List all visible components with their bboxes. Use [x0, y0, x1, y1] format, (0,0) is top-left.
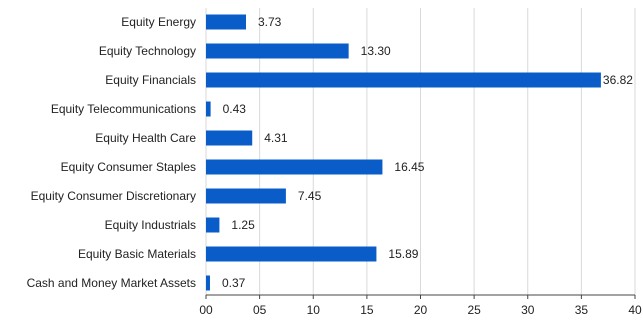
x-tick-label: 40 — [628, 303, 642, 317]
bar — [206, 275, 210, 291]
value-label: 16.45 — [394, 160, 424, 174]
x-tick-label: 05 — [253, 303, 267, 317]
category-label: Equity Energy — [121, 15, 196, 29]
value-label: 3.73 — [258, 15, 282, 29]
value-label: 1.25 — [231, 218, 255, 232]
value-label: 36.82 — [603, 73, 633, 87]
value-label: 15.89 — [388, 247, 418, 261]
bar — [206, 246, 377, 262]
category-label: Equity Technology — [99, 44, 196, 58]
bar — [206, 43, 349, 59]
x-tick-label: 00 — [199, 303, 213, 317]
x-tick-label: 10 — [307, 303, 321, 317]
category-labels: Equity Energy Equity Technology Equity Fin… — [27, 15, 197, 290]
bar — [206, 188, 286, 204]
value-label: 0.37 — [222, 276, 246, 290]
value-label: 7.45 — [298, 189, 322, 203]
category-label: Equity Health Care — [95, 131, 196, 145]
bar — [206, 159, 383, 175]
x-tick-label: 35 — [575, 303, 589, 317]
bar — [206, 130, 253, 146]
bars — [206, 14, 601, 291]
value-label: 4.31 — [264, 131, 288, 145]
x-axis-ticks: 00 05 10 15 20 25 30 35 40 — [199, 295, 642, 317]
category-label: Equity Consumer Staples — [61, 160, 196, 174]
value-label: 0.43 — [223, 102, 247, 116]
category-label: Equity Basic Materials — [78, 247, 196, 261]
x-tick-label: 15 — [360, 303, 374, 317]
value-labels: 3.73 13.30 36.82 0.43 4.31 16.45 7.45 1.25 15.89… — [222, 15, 633, 290]
category-label: Equity Financials — [105, 73, 196, 87]
bar — [206, 217, 220, 233]
bar — [206, 101, 211, 117]
category-label: Equity Telecommunications — [51, 102, 196, 116]
bar — [206, 14, 247, 30]
category-label: Equity Consumer Discretionary — [31, 189, 196, 203]
category-label: Cash and Money Market Assets — [27, 276, 196, 290]
x-tick-label: 25 — [467, 303, 481, 317]
category-label: Equity Industrials — [105, 218, 196, 232]
x-tick-label: 20 — [414, 303, 428, 317]
value-label: 13.30 — [361, 44, 391, 58]
x-tick-label: 30 — [521, 303, 535, 317]
bar — [206, 72, 601, 88]
